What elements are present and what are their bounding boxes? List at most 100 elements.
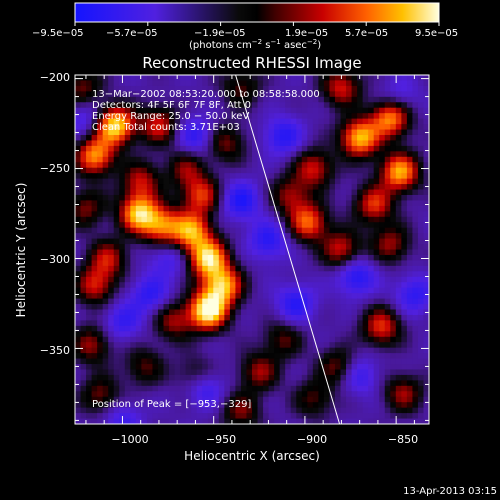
heatmap-cell: [157, 249, 165, 256]
heatmap-cell: [379, 205, 386, 212]
heatmap-cell: [202, 249, 209, 256]
heatmap-cell: [351, 271, 358, 278]
heatmap-cell: [75, 227, 82, 234]
heatmap-cell: [290, 80, 297, 87]
heatmap-cell: [312, 156, 319, 163]
heatmap-cell: [268, 211, 275, 218]
heatmap-cell: [268, 254, 275, 261]
heatmap-cell: [412, 91, 419, 98]
heatmap-cell: [202, 265, 209, 272]
heatmap-cell: [80, 413, 87, 420]
heatmap-cell: [406, 374, 414, 381]
heatmap-cell: [268, 342, 275, 349]
heatmap-cell: [229, 91, 237, 98]
heatmap-cell: [169, 233, 176, 240]
heatmap-cell: [285, 244, 292, 251]
heatmap-cell: [379, 385, 386, 392]
heatmap-cell: [268, 162, 275, 169]
heatmap-cell: [285, 418, 292, 424]
heatmap-cell: [362, 364, 369, 371]
heatmap-cell: [318, 222, 325, 229]
heatmap-cell: [191, 80, 198, 87]
heatmap-cell: [318, 342, 325, 349]
heatmap-cell: [235, 260, 242, 267]
heatmap-cell: [157, 178, 165, 185]
heatmap-cell: [379, 216, 386, 223]
heatmap-cell: [207, 336, 214, 343]
heatmap-cell: [312, 369, 319, 376]
heatmap-cell: [75, 194, 82, 202]
heatmap-cell: [318, 391, 325, 398]
heatmap-cell: [146, 107, 154, 114]
heatmap-cell: [252, 211, 259, 218]
heatmap-cell: [417, 309, 425, 316]
heatmap-cell: [423, 407, 429, 414]
heatmap-cell: [346, 173, 353, 180]
heatmap-cell: [224, 162, 231, 169]
heatmap-cell: [75, 418, 82, 424]
heatmap-cell: [379, 271, 386, 278]
heatmap-cell: [423, 353, 429, 360]
heatmap-cell: [218, 407, 225, 414]
heatmap-cell: [417, 282, 425, 289]
heatmap-cell: [362, 80, 369, 87]
heatmap-cell: [157, 304, 165, 311]
heatmap-cell: [207, 358, 214, 365]
heatmap-cell: [124, 211, 131, 218]
heatmap-cell: [340, 342, 347, 349]
heatmap-cell: [334, 380, 342, 387]
heatmap-cell: [279, 374, 286, 381]
heatmap-cell: [202, 216, 209, 223]
heatmap-cell: [157, 287, 165, 294]
heatmap-cell: [340, 167, 347, 174]
heatmap-cell: [75, 178, 82, 185]
heatmap-cell: [229, 287, 237, 294]
heatmap-cell: [185, 113, 192, 120]
heatmap-cell: [163, 271, 170, 278]
heatmap-cell: [185, 304, 192, 311]
heatmap-cell: [185, 336, 192, 343]
heatmap-cell: [334, 314, 342, 321]
heatmap-cell: [290, 254, 297, 261]
heatmap-cell: [340, 325, 347, 332]
heatmap-cell: [86, 156, 93, 163]
heatmap-cell: [202, 238, 209, 245]
heatmap-cell: [80, 271, 87, 278]
heatmap-cell: [86, 314, 93, 321]
heatmap-cell: [318, 325, 325, 332]
heatmap-cell: [235, 96, 242, 103]
heatmap-cell: [307, 320, 314, 327]
heatmap-cell: [163, 260, 170, 267]
heatmap-cell: [401, 145, 408, 152]
heatmap-cell: [323, 211, 331, 218]
heatmap-cell: [108, 167, 115, 174]
heatmap-cell: [395, 134, 402, 142]
heatmap-cell: [191, 396, 198, 403]
heatmap-cell: [290, 184, 297, 191]
heatmap-cell: [202, 113, 209, 120]
heatmap-cell: [384, 222, 391, 229]
heatmap-cell: [390, 145, 397, 152]
heatmap-cell: [323, 396, 331, 403]
heatmap-cell: [373, 167, 380, 174]
heatmap-cell: [246, 140, 253, 147]
heatmap-cell: [202, 80, 209, 87]
heatmap-cell: [252, 298, 259, 305]
heatmap-cell: [395, 151, 402, 158]
heatmap-cell: [157, 260, 165, 267]
heatmap-cell: [202, 402, 209, 409]
heatmap-cell: [307, 314, 314, 321]
heatmap-cell: [86, 162, 93, 169]
heatmap-cell: [268, 369, 275, 376]
heatmap-cell: [91, 260, 98, 267]
heatmap-cell: [401, 156, 408, 163]
heatmap-cell: [75, 222, 82, 229]
heatmap-cell: [235, 189, 242, 196]
heatmap-cell: [202, 364, 209, 371]
heatmap-cell: [257, 282, 264, 289]
heatmap-cell: [290, 396, 297, 403]
heatmap-cell: [119, 265, 126, 272]
heatmap-cell: [240, 304, 248, 311]
heatmap-cell: [213, 293, 220, 300]
heatmap-cell: [423, 325, 429, 332]
